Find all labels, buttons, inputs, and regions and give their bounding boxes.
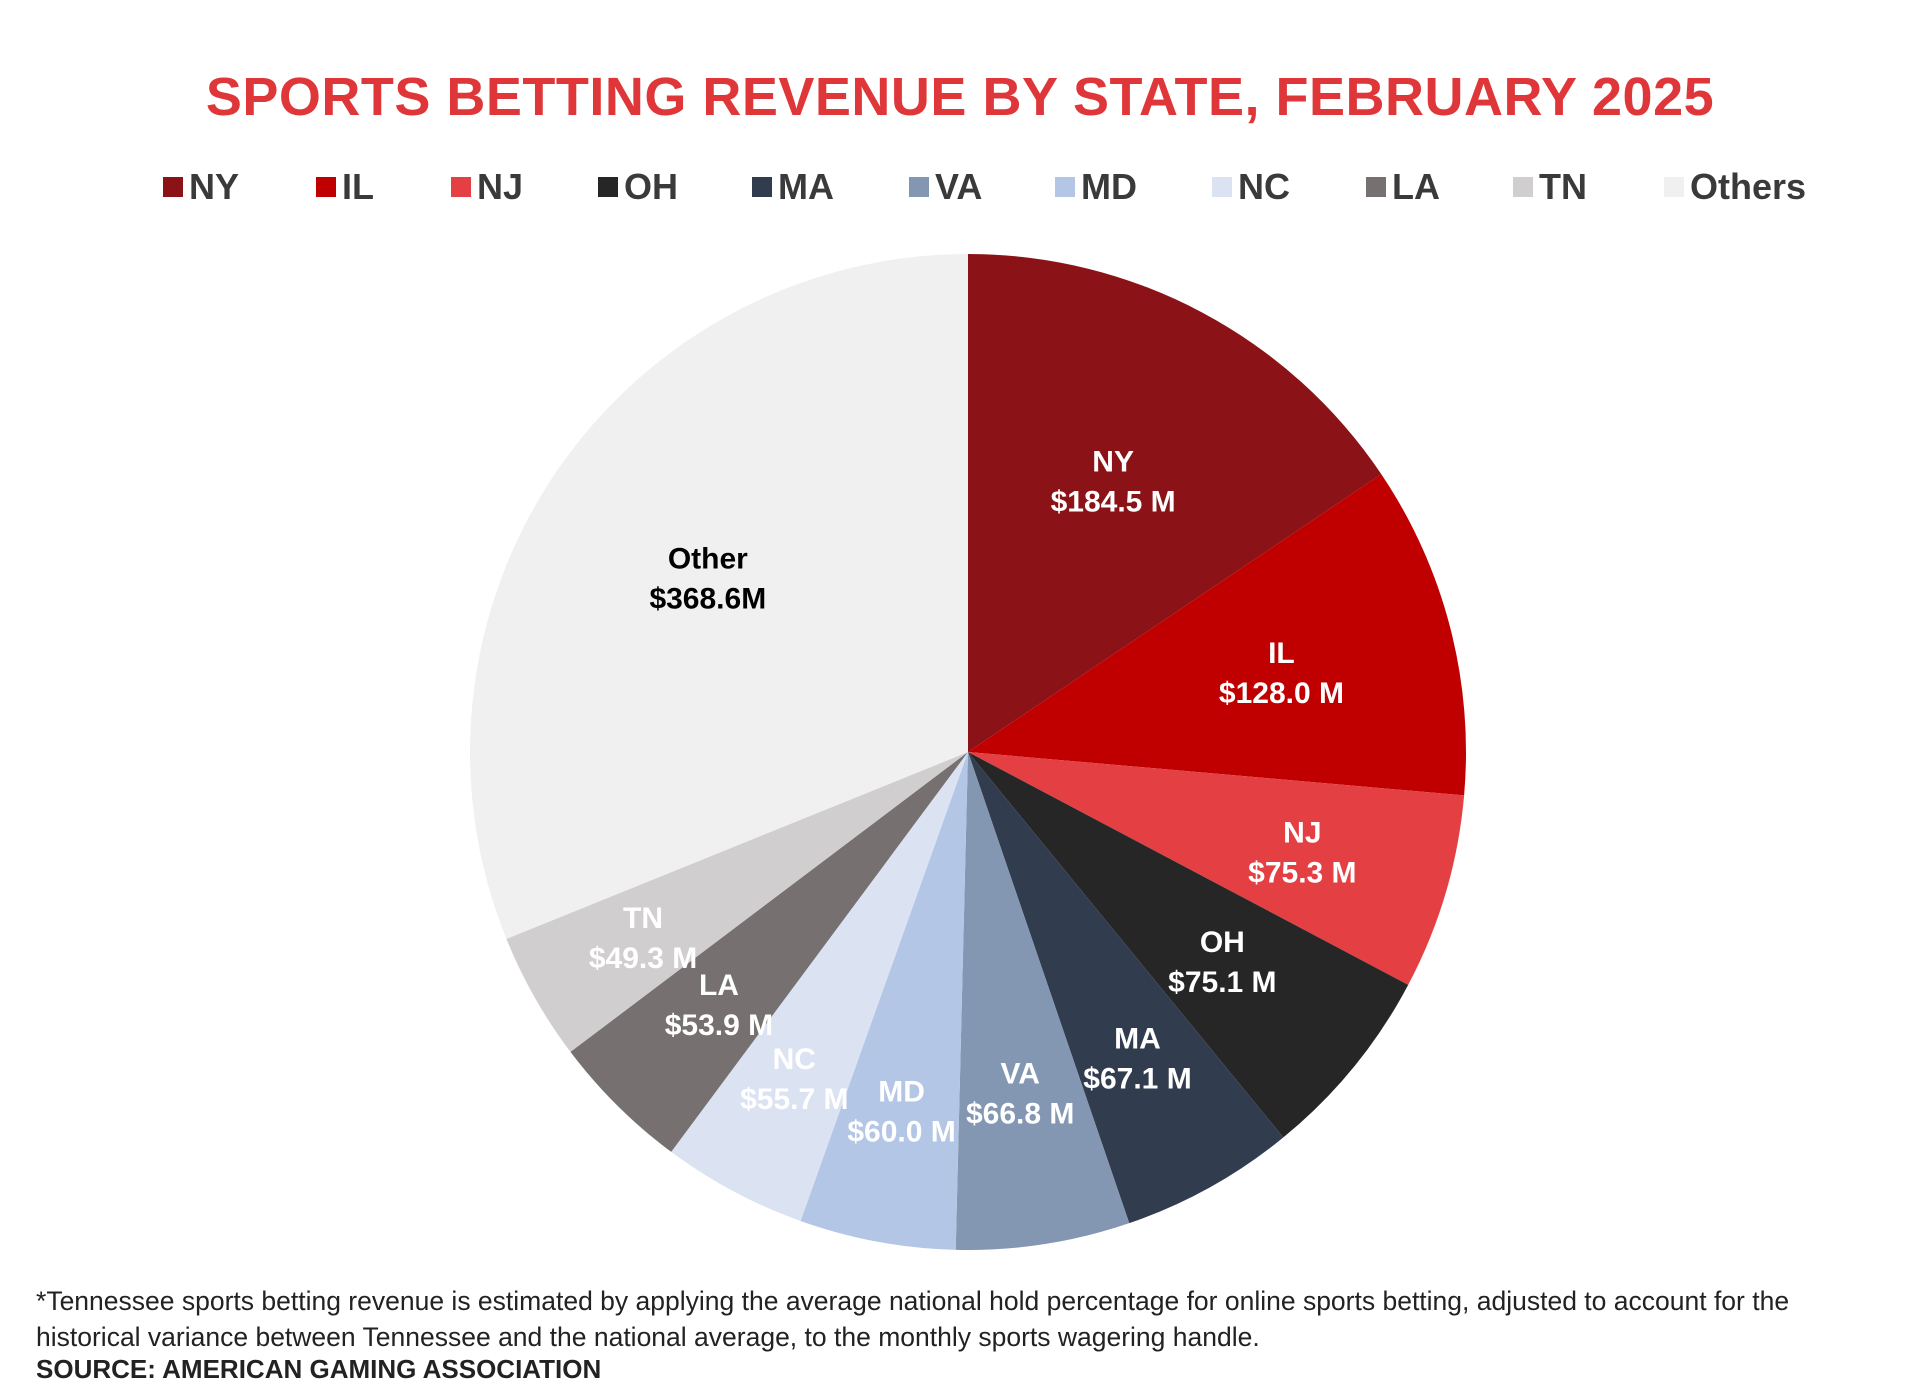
slice-value-other: $368.6M xyxy=(649,583,766,616)
legend-swatch-oh xyxy=(598,177,618,197)
pie-slice-nj xyxy=(968,752,1465,985)
legend-label-others: Others xyxy=(1690,166,1807,207)
slice-label-oh: OH xyxy=(1200,926,1245,959)
legend-item-va: VA xyxy=(909,166,982,208)
pie-slice-la xyxy=(570,752,968,1152)
legend-item-la: LA xyxy=(1366,166,1440,208)
slice-label-il: IL xyxy=(1268,637,1295,670)
pie-slice-nc xyxy=(671,752,968,1221)
legend-swatch-ma xyxy=(752,177,772,197)
chart-legend: NY IL NJ OH MA VA MD NC LA TN Others xyxy=(0,166,1920,216)
legend-item-md: MD xyxy=(1055,166,1137,208)
legend-item-ny: NY xyxy=(163,166,239,208)
legend-label-ma: MA xyxy=(778,166,834,207)
slice-label-other: Other xyxy=(668,543,748,576)
legend-swatch-nj xyxy=(451,177,471,197)
legend-swatch-il xyxy=(316,177,336,197)
slice-label-tn: TN xyxy=(623,902,663,935)
slice-value-ny: $184.5 M xyxy=(1051,485,1176,518)
slice-value-ma: $67.1 M xyxy=(1083,1063,1191,1096)
legend-swatch-la xyxy=(1366,177,1386,197)
pie-slice-il xyxy=(968,474,1466,796)
slice-value-la: $53.9 M xyxy=(665,1009,773,1042)
pie-slice-md xyxy=(800,752,968,1250)
slice-label-nj: NJ xyxy=(1283,817,1321,850)
legend-label-il: IL xyxy=(342,166,374,207)
legend-label-nc: NC xyxy=(1238,166,1290,207)
source-note: SOURCE: AMERICAN GAMING ASSOCIATION xyxy=(36,1354,602,1384)
legend-label-oh: OH xyxy=(624,166,678,207)
legend-item-others: Others xyxy=(1664,166,1806,208)
pie-slice-tn xyxy=(506,752,968,1052)
slice-label-ma: MA xyxy=(1114,1023,1161,1056)
legend-swatch-va xyxy=(909,177,929,197)
legend-item-nc: NC xyxy=(1212,166,1290,208)
legend-label-tn: TN xyxy=(1539,166,1587,207)
legend-item-nj: NJ xyxy=(451,166,523,208)
slice-value-md: $60.0 M xyxy=(847,1115,955,1148)
legend-swatch-tn xyxy=(1513,177,1533,197)
slice-value-va: $66.8 M xyxy=(966,1098,1074,1131)
slice-label-md: MD xyxy=(878,1075,925,1108)
legend-label-nj: NJ xyxy=(477,166,524,207)
legend-item-oh: OH xyxy=(598,166,678,208)
chart-title: SPORTS BETTING REVENUE BY STATE, FEBRUAR… xyxy=(205,67,1715,127)
slice-value-il: $128.0 M xyxy=(1219,677,1344,710)
legend-label-la: LA xyxy=(1392,166,1440,207)
legend-label-ny: NY xyxy=(189,166,240,207)
legend-item-tn: TN xyxy=(1513,166,1587,208)
legend-swatch-others xyxy=(1664,177,1684,197)
legend-label-va: VA xyxy=(935,166,983,207)
pie-slice-ny xyxy=(968,254,1382,752)
pie-slice-oh xyxy=(968,752,1409,1138)
footnote: *Tennessee sports betting revenue is est… xyxy=(36,1286,1790,1352)
legend-swatch-md xyxy=(1055,177,1075,197)
legend-swatch-ny xyxy=(163,177,183,197)
pie-slice-other xyxy=(469,254,968,939)
slice-label-la: LA xyxy=(699,969,739,1002)
legend-item-ma: MA xyxy=(752,166,834,208)
slice-value-nj: $75.3 M xyxy=(1248,857,1356,890)
slice-label-va: VA xyxy=(1000,1058,1039,1091)
legend-item-il: IL xyxy=(316,166,374,208)
pie-chart: NY $184.5 M IL $128.0 M NJ $75.3 M OH $75.1 MMA… xyxy=(469,254,1466,1250)
slice-label-nc: NC xyxy=(773,1043,816,1076)
slice-value-tn: $49.3 M xyxy=(589,942,697,975)
slice-value-nc: $55.7 M xyxy=(740,1083,848,1116)
pie-slice-va xyxy=(955,752,1130,1250)
legend-label-md: MD xyxy=(1081,166,1137,207)
pie-slice-ma xyxy=(968,752,1284,1224)
slice-label-ny: NY xyxy=(1092,445,1134,478)
legend-swatch-nc xyxy=(1212,177,1232,197)
slice-value-oh: $75.1 M xyxy=(1168,966,1276,999)
